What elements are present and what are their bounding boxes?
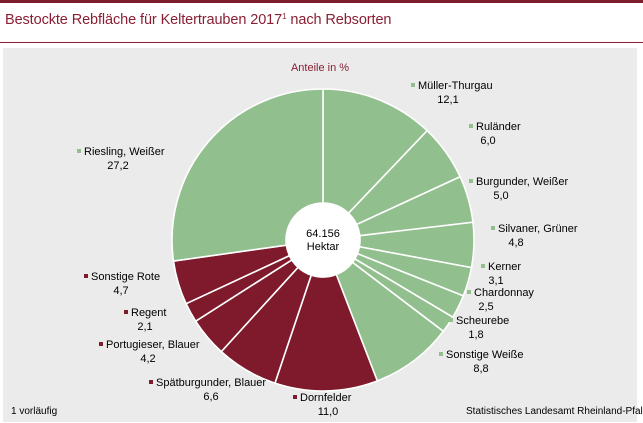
legend-marker-kerner [481,264,485,268]
slice-label-dornfelder: Dornfelder [300,392,352,404]
center-total-unit: Hektar [307,241,340,253]
slice-value-mueller-thurgau: 12,1 [437,94,458,106]
slice-label-silvaner-gruener: Silvaner, Grüner [498,223,578,235]
source-note: Statistisches Landesamt Rheinland-Pfalz [466,406,643,417]
slice-label-chardonnay: Chardonnay [474,287,534,299]
slice-value-sonstige-weisse: 8,8 [473,363,488,375]
slice-label-burgunder-weisser: Burgunder, Weißer [476,176,568,188]
slice-label-rulaender: Ruländer [476,121,521,133]
legend-marker-sonstige-weisse [439,352,443,356]
legend-marker-sonstige-rote [84,274,88,278]
legend-marker-silvaner-gruener [491,226,495,230]
chart-subtitle: Anteile in % [291,62,349,74]
legend-marker-spaetburgunder-blauer [149,380,153,384]
top-border [0,0,643,3]
chart-title: Bestockte Rebfläche für Keltertrauben 20… [5,12,391,28]
legend-marker-rulaender [469,124,473,128]
chart-title-text: Bestockte Rebfläche für Keltertrauben 20… [5,12,283,28]
slice-value-chardonnay: 2,5 [478,301,493,313]
slice-labels: Müller-Thurgau 12,1 Ruländer 6,0 Burgunder, … [77,80,578,418]
slice-value-portugieser-blauer: 4,2 [140,353,155,365]
donut-slices [171,88,475,392]
legend-marker-regent [124,310,128,314]
slice-value-scheurebe: 1,8 [468,329,483,341]
legend-marker-scheurebe [449,318,453,322]
slice-value-spaetburgunder-blauer: 6,6 [203,391,218,403]
legend-marker-dornfelder [293,395,297,399]
chart-title-suffix: nach Rebsorten [286,12,392,28]
slice-value-burgunder-weisser: 5,0 [493,190,508,202]
slice-label-sonstige-rote: Sonstige Rote [91,271,160,283]
slice-label-mueller-thurgau: Müller-Thurgau [418,80,493,92]
slice-value-dornfelder: 11,0 [318,406,339,418]
slice-value-rulaender: 6,0 [480,135,495,147]
slice-label-kerner: Kerner [488,261,521,273]
slice-label-riesling-weisser: Riesling, Weißer [84,146,165,158]
footnote: 1 vorläufig [11,406,58,417]
slice-mueller-thurgau [322,88,429,215]
legend-marker-chardonnay [467,290,471,294]
slice-value-silvaner-gruener: 4,8 [508,237,523,249]
slice-label-scheurebe: Scheurebe [456,315,509,327]
slice-label-regent: Regent [131,307,166,319]
slice-value-sonstige-rote: 4,7 [113,285,128,297]
legend-marker-riesling-weisser [77,149,81,153]
slice-label-portugieser-blauer: Portugieser, Blauer [106,339,200,351]
legend-marker-burgunder-weisser [469,179,473,183]
slice-label-spaetburgunder-blauer: Spätburgunder, Blauer [156,377,266,389]
donut-hole [286,203,360,277]
slice-value-riesling-weisser: 27,2 [107,160,128,172]
center-total-value: 64.156 [306,228,340,240]
slice-value-regent: 2,1 [137,321,152,333]
slice-label-sonstige-weisse: Sonstige Weiße [446,349,523,361]
title-divider [0,42,643,43]
slice-value-kerner: 3,1 [488,275,503,287]
chart-title-superscript: 1 [282,12,287,21]
legend-marker-mueller-thurgau [411,83,415,87]
legend-marker-portugieser-blauer [99,342,103,346]
